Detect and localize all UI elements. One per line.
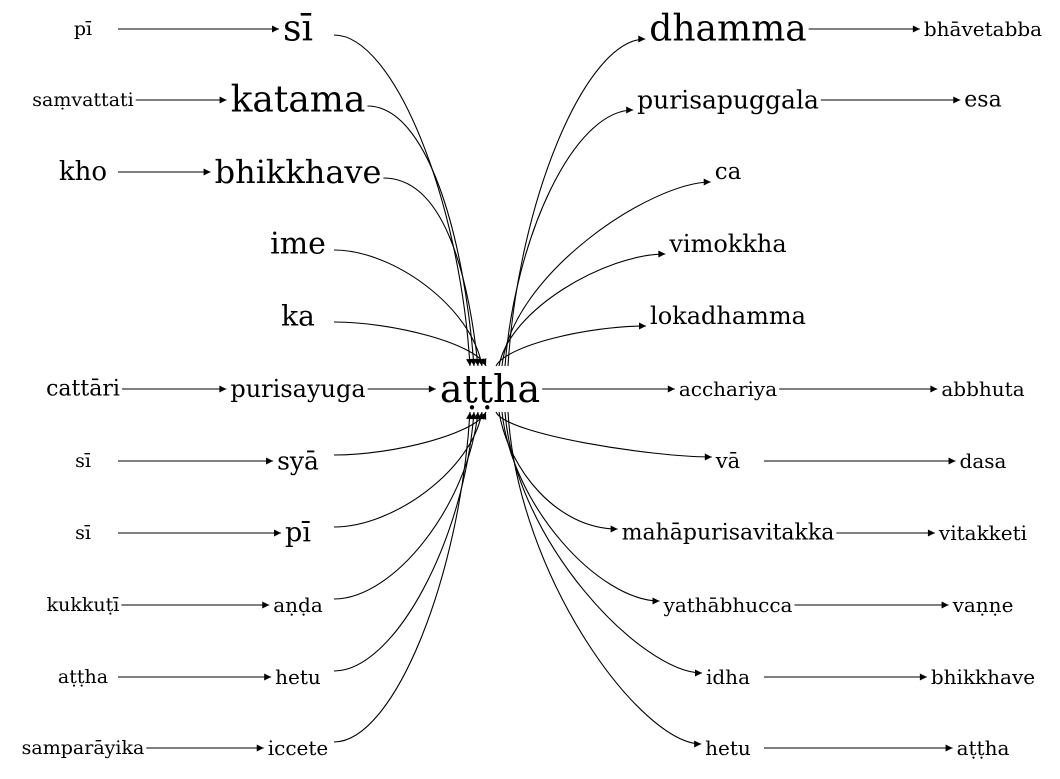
right-node-label: hetu — [705, 736, 751, 760]
right-node-label: vā — [715, 449, 740, 473]
left-center-edge — [333, 411, 474, 743]
left-node-label: hetu — [275, 665, 321, 689]
left-node-label: aṇḍa — [273, 593, 323, 617]
right-center-edge — [495, 322, 647, 367]
left-node-label: ka — [281, 300, 315, 333]
left-center-edge — [333, 34, 474, 367]
right-outer-node-label: bhāvetabba — [924, 17, 1042, 41]
right-outer-node-label: vitakketi — [938, 521, 1027, 545]
left-outer-node-label: cattāri — [46, 377, 120, 402]
right-node-label: purisapuggala — [637, 86, 819, 115]
left-center-edge — [333, 249, 485, 367]
left-outer-node-label: kho — [59, 157, 107, 187]
left-outer-node-label: samparāyika — [22, 737, 145, 759]
right-center-edge — [498, 411, 618, 533]
right-center-edge — [495, 411, 712, 461]
left-center-edge — [333, 411, 487, 456]
left-node-label: purisayuga — [230, 375, 365, 403]
label-layer: aṭṭha sī katama bhikkhave ime ka purisayuga syā… — [22, 9, 1043, 761]
center-node-label: aṭṭha — [440, 367, 540, 411]
right-node-label: dhamma — [649, 9, 806, 50]
left-node-label: syā — [277, 447, 319, 476]
right-node-label: mahāpurisavitakka — [622, 521, 835, 546]
left-outer-node-label: sī — [75, 522, 91, 544]
edge-layer — [118, 25, 961, 752]
right-center-edge — [498, 250, 666, 367]
left-outer-node-label: kukkuṭī — [47, 594, 120, 616]
right-node-label: idha — [706, 665, 750, 689]
right-outer-node-label: esa — [964, 88, 1001, 113]
left-center-edge — [333, 411, 477, 672]
right-outer-node-label: bhikkhave — [931, 665, 1035, 689]
right-center-edge — [507, 411, 702, 748]
left-center-edge — [383, 177, 481, 367]
left-node-label: pī — [285, 518, 311, 549]
right-center-edge — [501, 411, 660, 605]
left-outer-node-label: sī — [75, 450, 91, 472]
right-node-label: vimokkha — [668, 230, 786, 258]
right-center-edge — [507, 35, 646, 367]
left-node-label: ime — [270, 227, 326, 262]
left-node-label: bhikkhave — [215, 153, 382, 191]
right-outer-node-label: vaṇṇe — [952, 593, 1014, 617]
right-outer-node-label: dasa — [960, 449, 1007, 473]
right-center-edge — [504, 106, 634, 367]
right-outer-node-label: aṭṭha — [957, 736, 1010, 760]
left-center-edge — [333, 411, 481, 600]
left-center-edge — [367, 105, 477, 367]
left-node-label: sī — [283, 9, 313, 50]
right-outer-node-label: abbhuta — [941, 377, 1024, 401]
right-node-label: acchariya — [679, 377, 777, 401]
right-center-edge — [501, 178, 711, 367]
left-outer-node-label: pī — [74, 18, 92, 40]
left-outer-node-label: saṃvattati — [32, 89, 133, 111]
left-center-edge — [333, 321, 487, 367]
right-node-label: yathābhucca — [663, 593, 793, 617]
left-node-label: katama — [231, 80, 366, 121]
left-center-edge — [333, 411, 485, 528]
left-outer-node-label: aṭṭha — [58, 666, 108, 688]
right-node-label: ca — [715, 159, 742, 185]
left-node-label: iccete — [268, 736, 329, 760]
right-node-label: lokadhamma — [650, 302, 806, 330]
